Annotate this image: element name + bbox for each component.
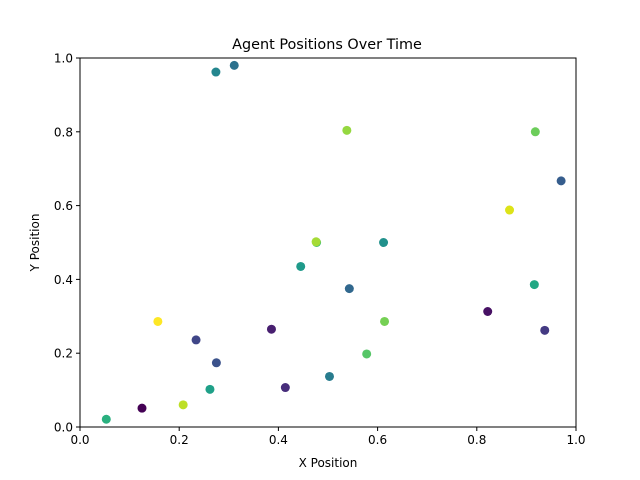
data-point <box>211 358 221 368</box>
y-tick-label: 0.0 <box>54 421 73 435</box>
data-point <box>530 127 540 137</box>
data-point <box>483 307 493 317</box>
data-point <box>191 335 201 345</box>
data-point <box>344 284 354 294</box>
x-tick-label: 0.6 <box>368 433 387 447</box>
y-tick-label: 1.0 <box>54 52 73 66</box>
data-point <box>362 349 372 359</box>
data-point <box>505 205 515 215</box>
data-point <box>556 176 566 186</box>
axis-ticks: 0.0 0.2 0.4 0.6 0.8 1.0 0.0 0.2 0.4 0.6 0.8 1.0 <box>54 52 586 448</box>
y-tick-label: 0.2 <box>54 347 73 361</box>
x-tick-label: 1.0 <box>566 433 585 447</box>
data-point <box>137 403 147 413</box>
data-point <box>211 67 221 77</box>
chart-title: Agent Positions Over Time <box>232 37 422 53</box>
x-tick-label: 0.8 <box>467 433 486 447</box>
y-axis-label: Y Position <box>28 214 42 273</box>
data-point <box>311 237 321 247</box>
x-tick-label: 0.2 <box>170 433 189 447</box>
data-point <box>205 384 215 394</box>
y-tick-label: 0.8 <box>54 125 73 139</box>
data-point <box>101 414 111 424</box>
data-point <box>342 125 352 135</box>
y-tick-label: 0.4 <box>54 273 73 287</box>
data-point <box>229 60 239 70</box>
data-point <box>280 383 290 393</box>
x-tick-label: 0.0 <box>70 433 89 447</box>
data-point <box>540 325 550 335</box>
data-point <box>153 316 163 326</box>
data-point <box>529 280 539 290</box>
y-tick-label: 0.6 <box>54 199 73 213</box>
data-point <box>296 261 306 271</box>
data-points <box>101 60 566 424</box>
data-point <box>266 324 276 334</box>
x-axis-label: X Position <box>299 456 358 470</box>
x-tick-label: 0.4 <box>269 433 288 447</box>
data-point <box>178 400 188 410</box>
data-point <box>380 316 390 326</box>
plot-frame <box>79 57 577 428</box>
data-point <box>324 371 334 381</box>
data-point <box>379 238 389 247</box>
